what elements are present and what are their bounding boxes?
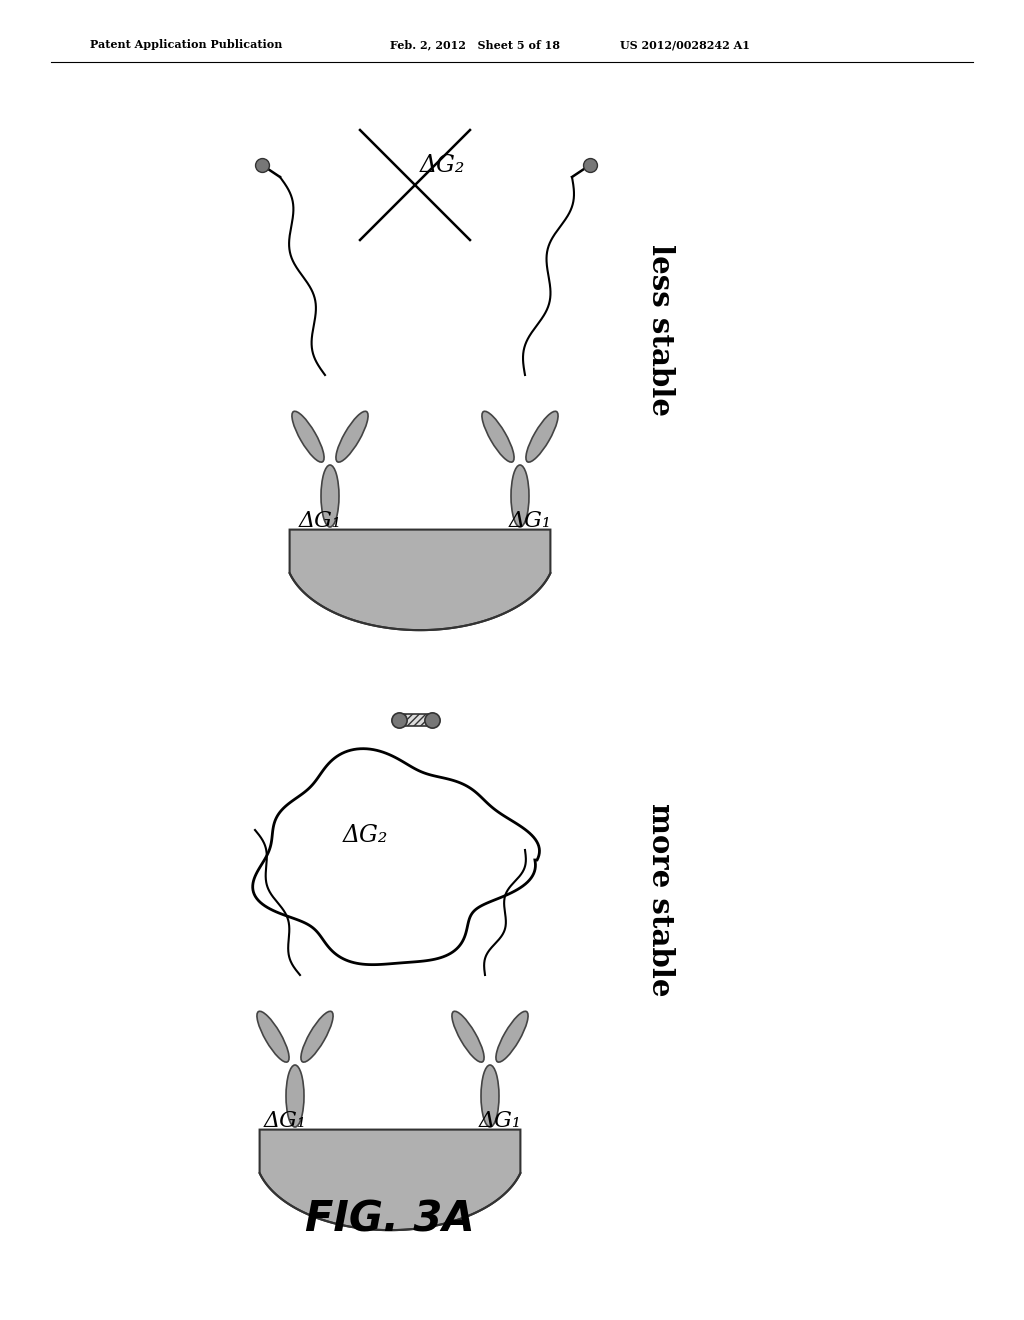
Text: ΔG₂: ΔG₂ xyxy=(342,824,388,846)
Ellipse shape xyxy=(336,412,368,462)
Bar xyxy=(397,714,432,726)
Text: less stable: less stable xyxy=(645,244,675,416)
Text: ΔG₁: ΔG₁ xyxy=(263,1110,306,1133)
Ellipse shape xyxy=(301,1011,333,1063)
Ellipse shape xyxy=(257,1011,289,1063)
Text: Feb. 2, 2012   Sheet 5 of 18: Feb. 2, 2012 Sheet 5 of 18 xyxy=(390,40,560,50)
Ellipse shape xyxy=(292,412,324,462)
Ellipse shape xyxy=(511,465,529,527)
Ellipse shape xyxy=(321,465,339,527)
Ellipse shape xyxy=(496,1011,528,1063)
Polygon shape xyxy=(260,1130,520,1230)
Ellipse shape xyxy=(452,1011,484,1063)
Text: ΔG₂: ΔG₂ xyxy=(420,153,465,177)
Text: ΔG₁: ΔG₁ xyxy=(509,510,551,532)
Text: ΔG₁: ΔG₁ xyxy=(299,510,341,532)
Ellipse shape xyxy=(482,412,514,462)
Ellipse shape xyxy=(526,412,558,462)
Ellipse shape xyxy=(481,1065,499,1127)
Polygon shape xyxy=(253,748,540,965)
Text: ΔG₁: ΔG₁ xyxy=(478,1110,521,1133)
Ellipse shape xyxy=(286,1065,304,1127)
Text: US 2012/0028242 A1: US 2012/0028242 A1 xyxy=(620,40,750,50)
Text: FIG. 3A: FIG. 3A xyxy=(305,1199,475,1241)
Polygon shape xyxy=(290,529,550,630)
Text: Patent Application Publication: Patent Application Publication xyxy=(90,40,283,50)
Text: more stable: more stable xyxy=(645,804,675,997)
